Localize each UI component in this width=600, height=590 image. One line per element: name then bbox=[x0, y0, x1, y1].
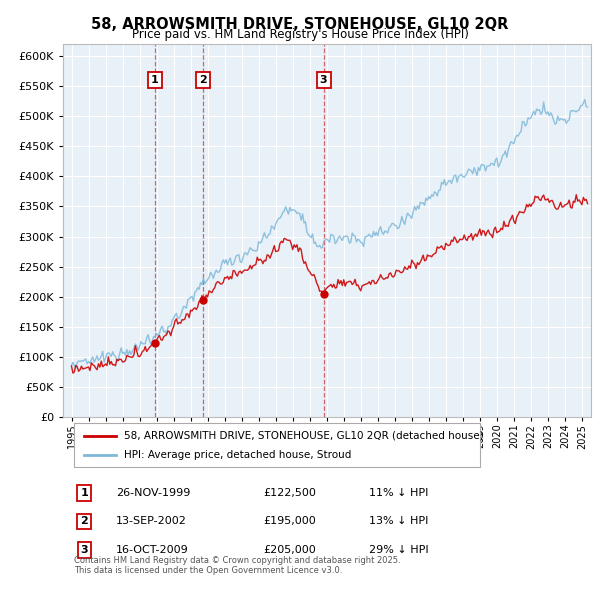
Text: £195,000: £195,000 bbox=[263, 516, 316, 526]
Text: 58, ARROWSMITH DRIVE, STONEHOUSE, GL10 2QR (detached house): 58, ARROWSMITH DRIVE, STONEHOUSE, GL10 2… bbox=[124, 431, 484, 441]
Text: HPI: Average price, detached house, Stroud: HPI: Average price, detached house, Stro… bbox=[124, 450, 351, 460]
Text: 2: 2 bbox=[80, 516, 88, 526]
Text: 29% ↓ HPI: 29% ↓ HPI bbox=[369, 545, 429, 555]
Text: 13-SEP-2002: 13-SEP-2002 bbox=[116, 516, 187, 526]
Text: 26-NOV-1999: 26-NOV-1999 bbox=[116, 488, 190, 498]
Text: 3: 3 bbox=[80, 545, 88, 555]
FancyBboxPatch shape bbox=[74, 423, 480, 467]
Text: 16-OCT-2009: 16-OCT-2009 bbox=[116, 545, 188, 555]
Text: £122,500: £122,500 bbox=[263, 488, 317, 498]
Text: 3: 3 bbox=[320, 76, 328, 86]
Text: £205,000: £205,000 bbox=[263, 545, 316, 555]
Text: 11% ↓ HPI: 11% ↓ HPI bbox=[369, 488, 428, 498]
Text: Price paid vs. HM Land Registry's House Price Index (HPI): Price paid vs. HM Land Registry's House … bbox=[131, 28, 469, 41]
Text: 2: 2 bbox=[199, 76, 206, 86]
Text: 1: 1 bbox=[151, 76, 159, 86]
Text: 58, ARROWSMITH DRIVE, STONEHOUSE, GL10 2QR: 58, ARROWSMITH DRIVE, STONEHOUSE, GL10 2… bbox=[91, 17, 509, 31]
Text: Contains HM Land Registry data © Crown copyright and database right 2025.
This d: Contains HM Land Registry data © Crown c… bbox=[74, 556, 400, 575]
Text: 1: 1 bbox=[80, 488, 88, 498]
Text: 13% ↓ HPI: 13% ↓ HPI bbox=[369, 516, 428, 526]
